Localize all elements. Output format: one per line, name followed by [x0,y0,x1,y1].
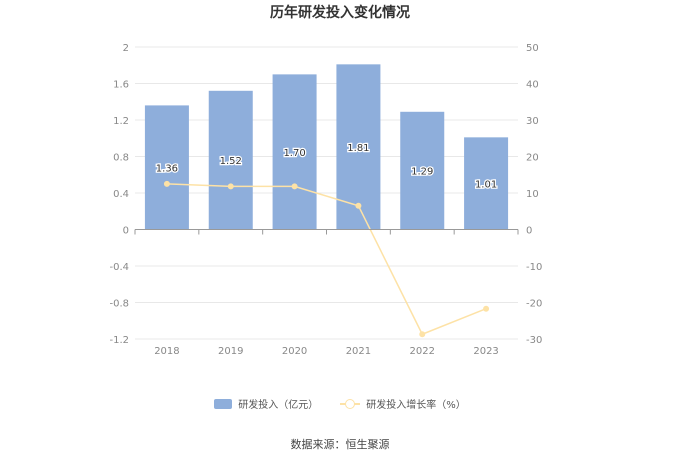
y-right-tick-label: -20 [526,299,542,310]
chart-title: 历年研发投入变化情况 [270,5,410,21]
axes: 2 50 1.6 40 1.2 30 0.8 20 0.4 10 0 0 -0.4 -10 -0.8 -20 -… [109,43,542,357]
bar-data-label: 1.29 [411,167,433,178]
y-left-tick-label: 1.6 [113,80,129,91]
growth-rate-point [227,183,234,190]
bar-series: 1.36 1.52 1.70 1.81 1.29 1.01 [144,64,509,230]
y-left-tick-label: 0 [123,226,129,237]
y-right-tick-label: 30 [526,116,539,127]
y-left-tick-label: 1.2 [113,116,129,127]
bar [208,90,253,230]
y-left-tick-label: -0.4 [109,262,129,273]
data-source: 数据来源：恒生聚源 [290,438,390,451]
y-right-tick-label: 10 [526,189,539,200]
growth-rate-point [483,305,490,312]
y-left-tick-label: -1.2 [109,335,129,346]
x-tick-label: 2020 [282,346,307,357]
legend-bar-label: 研发投入（亿元） [238,400,319,411]
legend: 研发投入（亿元） 研发投入增长率（%） [0,396,680,411]
bar-data-label: 1.36 [156,163,178,174]
y-right-tick-label: 50 [526,43,539,54]
bar [400,111,445,230]
bar-data-label: 1.01 [475,179,497,190]
x-tick-label: 2022 [410,346,435,357]
grid-lines [135,46,518,340]
line-series [163,180,490,338]
growth-rate-line [166,183,487,336]
y-right-tick-label: 40 [526,80,539,91]
bar-data-label: 1.81 [347,143,369,154]
bar [272,74,317,230]
y-right-tick-label: -10 [526,262,542,273]
legend-line-label: 研发投入增长率（%） [366,400,466,411]
x-tick-label: 2023 [473,346,498,357]
legend-item-line[interactable]: 研发投入增长率（%） [340,396,466,411]
y-right-tick-label: 0 [526,226,532,237]
growth-rate-point [355,202,362,209]
bar-data-label: 1.52 [220,156,242,167]
y-left-tick-label: 0.8 [113,153,129,164]
x-tick-label: 2021 [346,346,371,357]
x-tick-label: 2018 [154,346,179,357]
growth-rate-point [163,180,170,187]
x-tick-label: 2019 [218,346,243,357]
bar [464,137,509,230]
y-left-tick-label: 2 [123,43,129,54]
y-left-tick-label: -0.8 [109,299,129,310]
y-right-tick-label: 20 [526,153,539,164]
y-left-tick-label: 0.4 [113,189,129,200]
legend-bar-swatch [214,398,233,409]
growth-rate-point [291,183,298,190]
legend-item-bar[interactable]: 研发投入（亿元） [214,396,318,411]
growth-rate-point [419,331,426,338]
legend-line-swatch [340,398,361,410]
y-right-tick-label: -30 [526,335,542,346]
bar-data-label: 1.70 [283,148,305,159]
bar [144,105,189,230]
